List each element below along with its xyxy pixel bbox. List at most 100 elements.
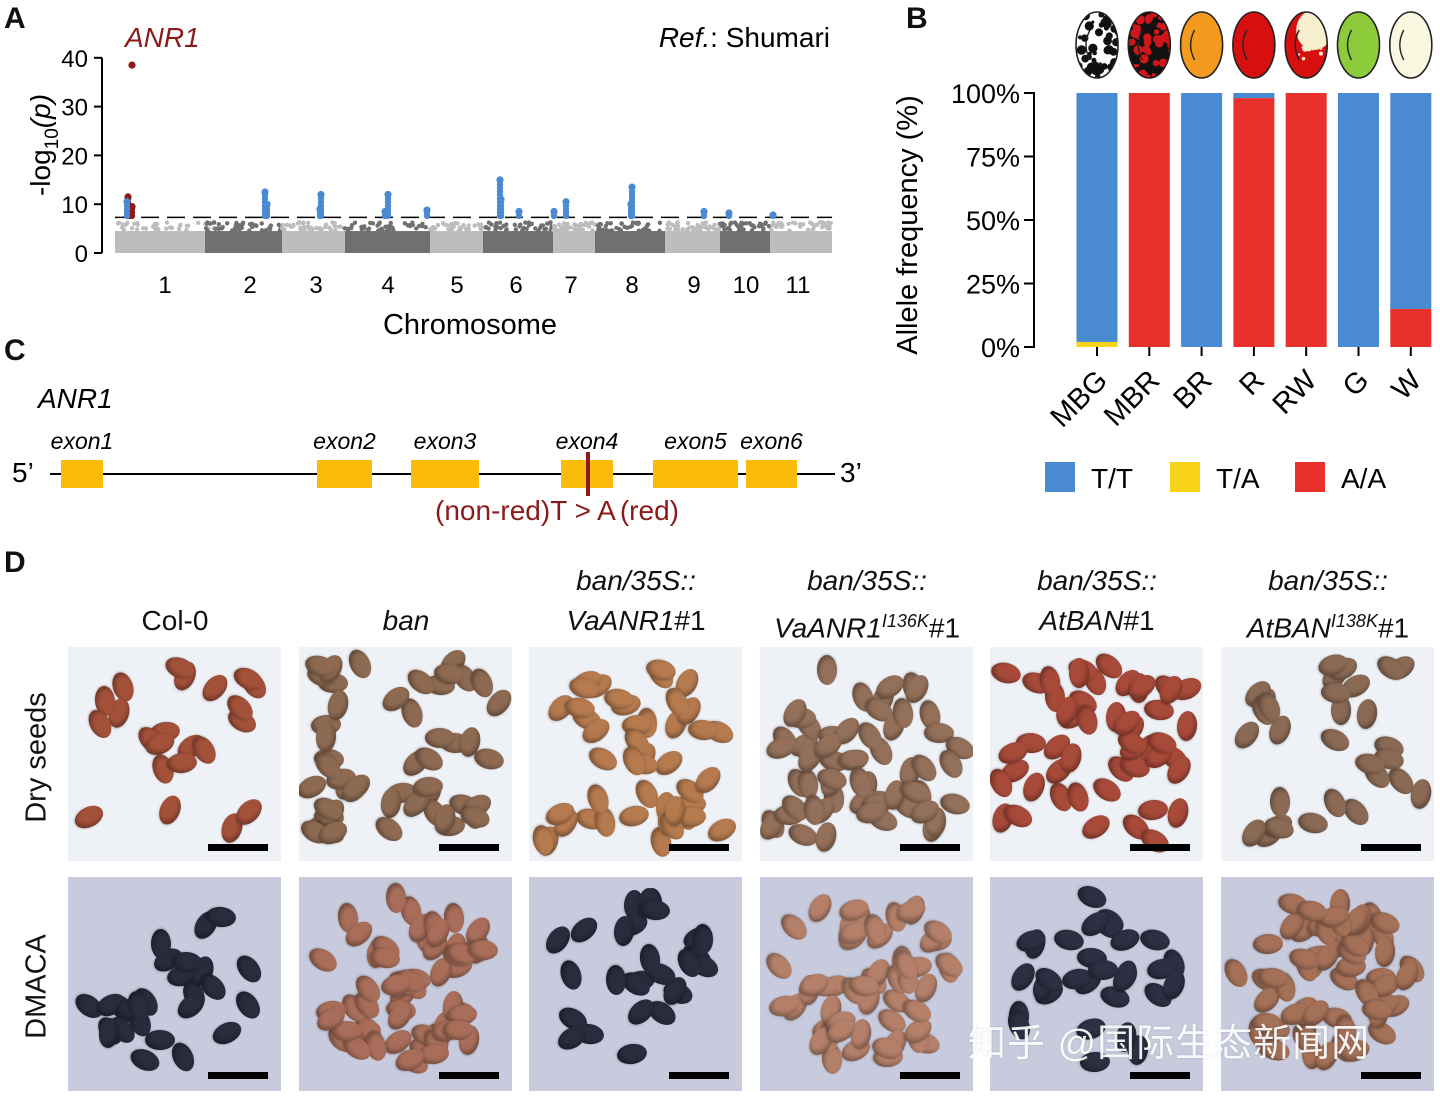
chromosome-tick-label: 4 xyxy=(381,272,394,299)
snp-point xyxy=(556,222,562,227)
seed-speck xyxy=(1313,37,1319,44)
seed xyxy=(370,811,407,846)
three-prime-label: 3’ xyxy=(840,457,862,488)
snp-point xyxy=(461,223,466,228)
snp-point xyxy=(168,225,173,230)
snp-point xyxy=(551,223,557,229)
legend-swatch-aa xyxy=(1295,462,1325,492)
scale-bar xyxy=(1361,844,1421,851)
snp-point xyxy=(359,224,364,230)
snp-point xyxy=(263,228,269,233)
snp-point xyxy=(120,222,125,227)
peak-top-snp xyxy=(423,206,431,214)
peak-top-snp xyxy=(263,200,271,208)
peak-top-snp xyxy=(627,200,635,208)
peak-top-snp xyxy=(496,176,504,184)
snp-point xyxy=(346,226,351,231)
peak-top-snp xyxy=(497,195,505,203)
x-tick-label: W xyxy=(1386,364,1428,406)
snp-point xyxy=(435,222,441,228)
seed-icon-mbr xyxy=(1127,11,1172,79)
snp-point xyxy=(386,227,392,232)
chromosome-band xyxy=(720,231,770,253)
snp-point xyxy=(208,221,213,226)
snp-point xyxy=(234,220,239,226)
snp-point xyxy=(590,228,595,233)
reference-label: Ref.: Shumari xyxy=(659,22,830,53)
dry-seeds-photo xyxy=(1221,647,1434,861)
seed xyxy=(1230,717,1265,754)
chromosome-tick-label: 7 xyxy=(564,272,577,299)
scale-bar xyxy=(900,844,960,851)
snp-point xyxy=(738,227,743,232)
column-title-genotype: VaANR1#1 xyxy=(566,605,706,636)
column-title: ban/35S:: VaANR1#1 xyxy=(521,563,751,639)
snp-point xyxy=(300,220,306,226)
seed-spot xyxy=(1078,35,1083,40)
seed xyxy=(704,813,741,847)
snp-point xyxy=(121,227,127,232)
chromosome-tick-label: 11 xyxy=(786,272,811,299)
chromosome-band xyxy=(483,231,553,253)
seed xyxy=(1252,933,1284,955)
seed xyxy=(150,928,172,960)
snp-point xyxy=(543,226,549,232)
dry-seeds-photo xyxy=(760,647,973,861)
snp-point xyxy=(259,228,265,233)
snp-point xyxy=(196,220,201,226)
chromosome-band xyxy=(553,231,595,253)
seed xyxy=(166,751,199,775)
seed-speck xyxy=(1318,51,1323,56)
y-tick-label: 20 xyxy=(61,143,88,170)
seed-outline xyxy=(1232,11,1276,79)
snp-point xyxy=(605,220,610,226)
seed xyxy=(1354,697,1380,731)
snp-point xyxy=(698,228,703,233)
seed-outline xyxy=(1127,11,1172,79)
seed xyxy=(612,915,636,948)
snp-point xyxy=(562,228,568,233)
seed xyxy=(1296,810,1331,837)
seed-body xyxy=(1180,12,1223,78)
chromosome-tick-label: 1 xyxy=(158,272,171,299)
snp-point xyxy=(327,225,332,231)
snp-point xyxy=(565,221,570,226)
snp-point xyxy=(498,225,503,231)
snp-point xyxy=(219,226,224,231)
snp-point xyxy=(280,222,285,228)
snp-point xyxy=(716,227,721,232)
chromosome-tick-label: 5 xyxy=(450,272,463,299)
snp-point xyxy=(240,220,246,225)
legend-label: T/T xyxy=(1091,463,1133,494)
seed-hilum xyxy=(1399,29,1405,61)
snp-point xyxy=(298,227,303,232)
snp-point xyxy=(204,221,210,226)
seed-spot xyxy=(1151,73,1156,78)
scale-bar xyxy=(1130,844,1190,851)
seed xyxy=(566,912,603,947)
snp-point xyxy=(596,222,601,228)
snp-point xyxy=(213,226,218,232)
snp-point xyxy=(414,226,419,231)
column-title-genotype: AtBAN#1 xyxy=(1039,605,1155,636)
snp-point xyxy=(501,223,506,229)
legend: T/T T/A A/A xyxy=(1045,462,1386,494)
snp-point xyxy=(518,222,523,227)
dmaca-photo xyxy=(760,877,973,1091)
seed xyxy=(344,647,376,682)
dry-seeds-photo xyxy=(68,647,281,861)
snp-point xyxy=(135,220,140,226)
snp-point xyxy=(154,225,159,230)
dry-seeds-photo xyxy=(990,647,1203,861)
seed xyxy=(692,923,714,955)
seed-icon-g xyxy=(1336,11,1381,79)
svg-text:-log10(p): -log10(p) xyxy=(25,94,63,196)
snp-point xyxy=(726,225,732,230)
snp-point xyxy=(624,225,630,231)
snp-point xyxy=(645,223,650,228)
seed-spot xyxy=(1100,18,1107,25)
seed xyxy=(467,938,499,961)
x-tick-label: MBR xyxy=(1098,364,1166,432)
column-title-genotype: AtBANI138K#1 xyxy=(1246,611,1410,644)
seed-spot xyxy=(1165,18,1171,26)
